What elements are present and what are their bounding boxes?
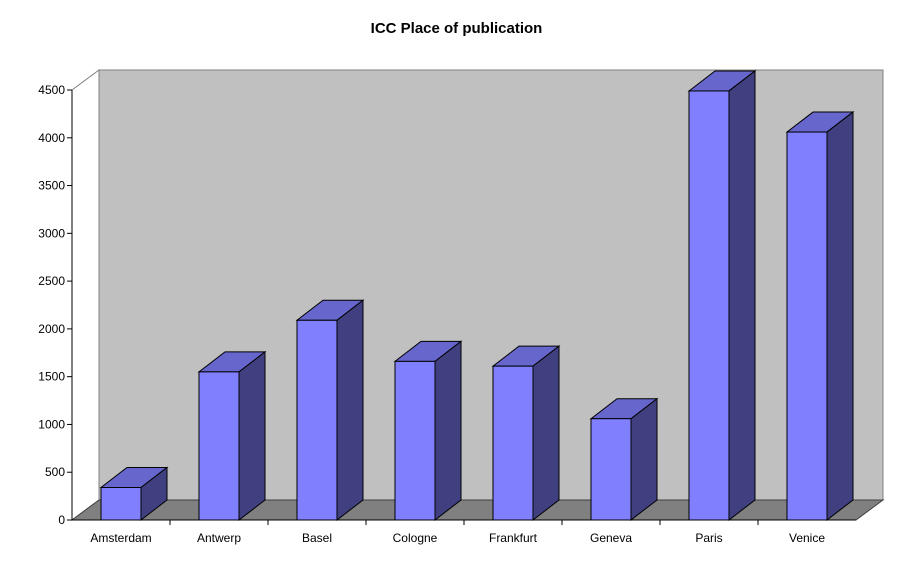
bar xyxy=(296,319,338,521)
x-tick-label: Geneva xyxy=(590,531,632,545)
chart-walls xyxy=(70,69,885,521)
x-tick-label: Basel xyxy=(302,531,332,545)
x-tick-label: Antwerp xyxy=(197,531,241,545)
bar-geneva xyxy=(589,397,659,522)
bar-side xyxy=(532,345,560,522)
y-tick-label: 1000 xyxy=(38,417,65,431)
y-tick-label: 4000 xyxy=(38,131,65,145)
bar xyxy=(394,360,436,521)
bar-amsterdam xyxy=(99,466,169,522)
bar-side xyxy=(728,69,756,522)
bar-basel xyxy=(295,299,365,522)
bar xyxy=(590,418,632,521)
bar-side xyxy=(434,340,462,522)
y-tick-label: 2500 xyxy=(38,274,65,288)
bar xyxy=(100,487,142,521)
bar xyxy=(492,365,534,521)
x-tick-label: Venice xyxy=(789,531,825,545)
chart-labels: 0 500 1000 1500 2000 2500 3000 3500 4000 4500 Amst… xyxy=(38,83,825,545)
y-tick-label: 500 xyxy=(45,465,65,479)
bar-side xyxy=(826,111,854,522)
bar-side xyxy=(238,350,266,522)
bar xyxy=(786,131,828,521)
y-tick-label: 3500 xyxy=(38,179,65,193)
y-tick-label: 4500 xyxy=(38,83,65,97)
y-tick-label: 0 xyxy=(58,513,65,527)
bar xyxy=(198,371,240,521)
bar-side xyxy=(336,299,364,522)
y-tick-label: 2000 xyxy=(38,322,65,336)
chart-bars xyxy=(99,69,855,522)
floor xyxy=(70,499,885,521)
bar xyxy=(688,90,730,521)
x-tick-label: Amsterdam xyxy=(90,531,151,545)
x-tick-label: Cologne xyxy=(393,531,438,545)
bar-paris xyxy=(687,69,757,522)
y-tick-label: 3000 xyxy=(38,226,65,240)
chart-title: ICC Place of publication xyxy=(370,20,543,37)
side-wall xyxy=(71,69,100,521)
bar-venice xyxy=(785,111,855,522)
bar-cologne xyxy=(393,340,463,522)
y-tick-label: 1500 xyxy=(38,370,65,384)
bar-side xyxy=(630,397,658,522)
x-tick-label: Frankfurt xyxy=(489,531,538,545)
x-tick-label: Paris xyxy=(695,531,722,545)
bar-antwerp xyxy=(197,350,267,522)
bar-frankfurt xyxy=(491,345,561,522)
